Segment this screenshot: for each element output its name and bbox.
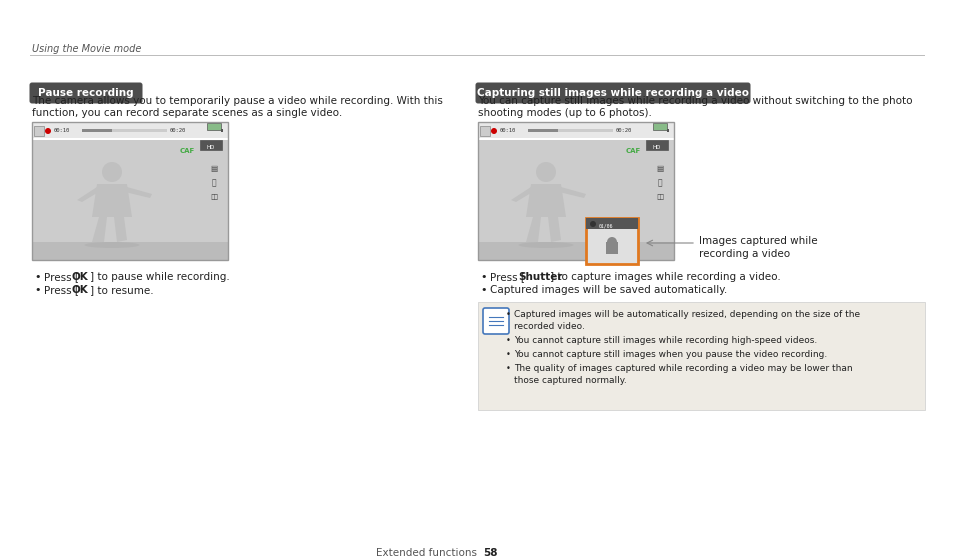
Text: ▤: ▤ (656, 164, 663, 173)
Text: ◫: ◫ (211, 192, 217, 201)
Text: 01/06: 01/06 (598, 223, 613, 228)
Bar (207, 123, 221, 130)
Text: •: • (505, 364, 511, 373)
Text: 00:20: 00:20 (616, 128, 632, 133)
Circle shape (102, 162, 122, 182)
Text: shooting modes (up to 6 photos).: shooting modes (up to 6 photos). (477, 108, 651, 118)
Text: Press [: Press [ (44, 272, 79, 282)
Text: CAF: CAF (625, 148, 640, 154)
Bar (82, 129, 112, 132)
Text: Captured images will be automatically resized, depending on the size of the: Captured images will be automatically re… (514, 310, 860, 319)
Bar (221, 129, 223, 132)
Text: OK: OK (71, 272, 89, 282)
Text: HD: HD (652, 145, 660, 150)
Bar (585, 218, 638, 229)
Text: 00:10: 00:10 (54, 128, 71, 133)
Text: ⛰: ⛰ (212, 178, 216, 187)
Text: ◫: ◫ (656, 192, 663, 201)
Ellipse shape (85, 242, 139, 248)
Text: •: • (34, 285, 40, 295)
Text: CAF: CAF (180, 148, 195, 154)
Polygon shape (525, 184, 565, 217)
Text: The camera allows you to temporarily pause a video while recording. With this: The camera allows you to temporarily pau… (32, 96, 442, 106)
Text: Shutter: Shutter (517, 272, 562, 282)
Text: recording a video: recording a video (699, 249, 789, 259)
Polygon shape (91, 184, 132, 217)
Bar (605, 242, 618, 254)
Polygon shape (558, 187, 585, 198)
Text: Press [: Press [ (44, 285, 79, 295)
Text: You can capture still images while recording a video without switching to the ph: You can capture still images while recor… (477, 96, 911, 106)
Text: Extended functions: Extended functions (375, 548, 476, 557)
Text: •: • (505, 336, 511, 345)
Text: Captured images will be saved automatically.: Captured images will be saved automatica… (490, 285, 726, 295)
Bar (32, 122, 228, 260)
Polygon shape (91, 217, 107, 242)
Polygon shape (113, 217, 127, 242)
Text: Pause recording: Pause recording (38, 88, 133, 98)
Bar (477, 122, 673, 260)
Text: •: • (479, 272, 486, 282)
Text: HD: HD (207, 145, 215, 150)
Text: OK: OK (71, 285, 89, 295)
Text: Capturing still images while recording a video: Capturing still images while recording a… (476, 88, 748, 98)
Bar (585, 218, 638, 264)
Text: those captured normally.: those captured normally. (514, 376, 626, 385)
Bar (645, 140, 667, 150)
Bar (32, 140, 228, 260)
Polygon shape (525, 217, 540, 242)
Text: ] to pause while recording.: ] to pause while recording. (90, 272, 230, 282)
Text: ▤: ▤ (211, 164, 217, 173)
Text: You cannot capture still images when you pause the video recording.: You cannot capture still images when you… (514, 350, 826, 359)
Bar (652, 123, 666, 130)
Text: ] to resume.: ] to resume. (90, 285, 153, 295)
Bar (477, 302, 924, 410)
Bar (200, 140, 222, 150)
Text: recorded video.: recorded video. (514, 322, 584, 331)
Text: 58: 58 (482, 548, 497, 557)
Circle shape (589, 221, 596, 227)
Ellipse shape (518, 242, 573, 248)
Bar (666, 129, 668, 132)
Text: •: • (505, 310, 511, 319)
Text: 00:10: 00:10 (499, 128, 516, 133)
Text: Images captured while: Images captured while (699, 236, 817, 246)
Text: •: • (34, 272, 40, 282)
Circle shape (536, 162, 556, 182)
Bar (32, 242, 228, 260)
Text: •: • (505, 350, 511, 359)
Text: 00:20: 00:20 (170, 128, 186, 133)
Text: •: • (479, 285, 486, 295)
Text: Using the Movie mode: Using the Movie mode (32, 44, 141, 54)
Text: Press [: Press [ (490, 272, 524, 282)
Text: ] to capture images while recording a video.: ] to capture images while recording a vi… (550, 272, 780, 282)
FancyBboxPatch shape (30, 82, 142, 104)
Polygon shape (547, 217, 560, 242)
Bar (82, 129, 167, 132)
FancyBboxPatch shape (475, 82, 750, 104)
Circle shape (606, 237, 617, 247)
Bar (32, 122, 228, 138)
Bar (527, 129, 613, 132)
Polygon shape (77, 187, 102, 202)
FancyBboxPatch shape (482, 308, 509, 334)
Bar (34, 126, 44, 136)
Bar (477, 140, 673, 260)
Circle shape (45, 128, 51, 134)
Text: You cannot capture still images while recording high-speed videos.: You cannot capture still images while re… (514, 336, 817, 345)
Bar (527, 129, 558, 132)
Bar (477, 242, 673, 260)
Bar (479, 126, 490, 136)
Polygon shape (511, 187, 536, 202)
Text: function, you can record separate scenes as a single video.: function, you can record separate scenes… (32, 108, 342, 118)
Text: ⛰: ⛰ (657, 178, 661, 187)
Text: The quality of images captured while recording a video may be lower than: The quality of images captured while rec… (514, 364, 852, 373)
Circle shape (491, 128, 497, 134)
Polygon shape (125, 187, 152, 198)
Bar (477, 122, 673, 138)
